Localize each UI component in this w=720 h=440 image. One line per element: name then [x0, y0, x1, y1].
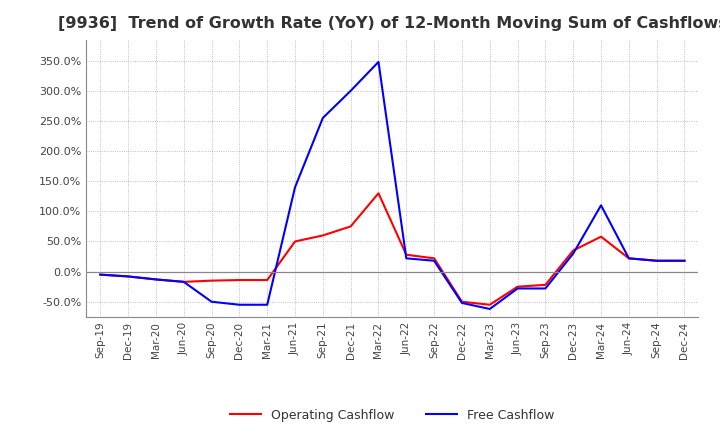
- Operating Cashflow: [346, 224, 355, 229]
- Free Cashflow: [152, 277, 161, 282]
- Title: [9936]  Trend of Growth Rate (YoY) of 12-Month Moving Sum of Cashflows: [9936] Trend of Growth Rate (YoY) of 12-…: [58, 16, 720, 32]
- Free Cashflow: [207, 299, 216, 304]
- Line: Free Cashflow: Free Cashflow: [100, 62, 685, 309]
- Line: Operating Cashflow: Operating Cashflow: [100, 193, 685, 305]
- Free Cashflow: [235, 302, 243, 308]
- Operating Cashflow: [680, 258, 689, 264]
- Free Cashflow: [291, 185, 300, 190]
- Operating Cashflow: [513, 284, 522, 290]
- Operating Cashflow: [541, 282, 550, 287]
- Free Cashflow: [513, 286, 522, 291]
- Operating Cashflow: [569, 248, 577, 253]
- Free Cashflow: [318, 115, 327, 121]
- Operating Cashflow: [124, 274, 132, 279]
- Free Cashflow: [374, 59, 383, 65]
- Operating Cashflow: [624, 256, 633, 261]
- Free Cashflow: [263, 302, 271, 308]
- Operating Cashflow: [96, 272, 104, 277]
- Operating Cashflow: [179, 279, 188, 285]
- Operating Cashflow: [207, 278, 216, 283]
- Free Cashflow: [124, 274, 132, 279]
- Free Cashflow: [597, 203, 606, 208]
- Free Cashflow: [402, 256, 410, 261]
- Operating Cashflow: [374, 191, 383, 196]
- Operating Cashflow: [652, 258, 661, 264]
- Free Cashflow: [680, 258, 689, 264]
- Free Cashflow: [541, 286, 550, 291]
- Operating Cashflow: [430, 256, 438, 261]
- Operating Cashflow: [458, 299, 467, 304]
- Operating Cashflow: [291, 239, 300, 244]
- Operating Cashflow: [235, 277, 243, 282]
- Free Cashflow: [179, 279, 188, 285]
- Free Cashflow: [458, 300, 467, 305]
- Operating Cashflow: [263, 277, 271, 282]
- Operating Cashflow: [485, 302, 494, 308]
- Operating Cashflow: [318, 233, 327, 238]
- Operating Cashflow: [152, 277, 161, 282]
- Free Cashflow: [624, 256, 633, 261]
- Free Cashflow: [569, 251, 577, 256]
- Free Cashflow: [346, 88, 355, 93]
- Free Cashflow: [96, 272, 104, 277]
- Free Cashflow: [430, 258, 438, 264]
- Free Cashflow: [652, 258, 661, 264]
- Operating Cashflow: [597, 234, 606, 239]
- Legend: Operating Cashflow, Free Cashflow: Operating Cashflow, Free Cashflow: [225, 404, 559, 427]
- Operating Cashflow: [402, 252, 410, 257]
- Free Cashflow: [485, 306, 494, 312]
